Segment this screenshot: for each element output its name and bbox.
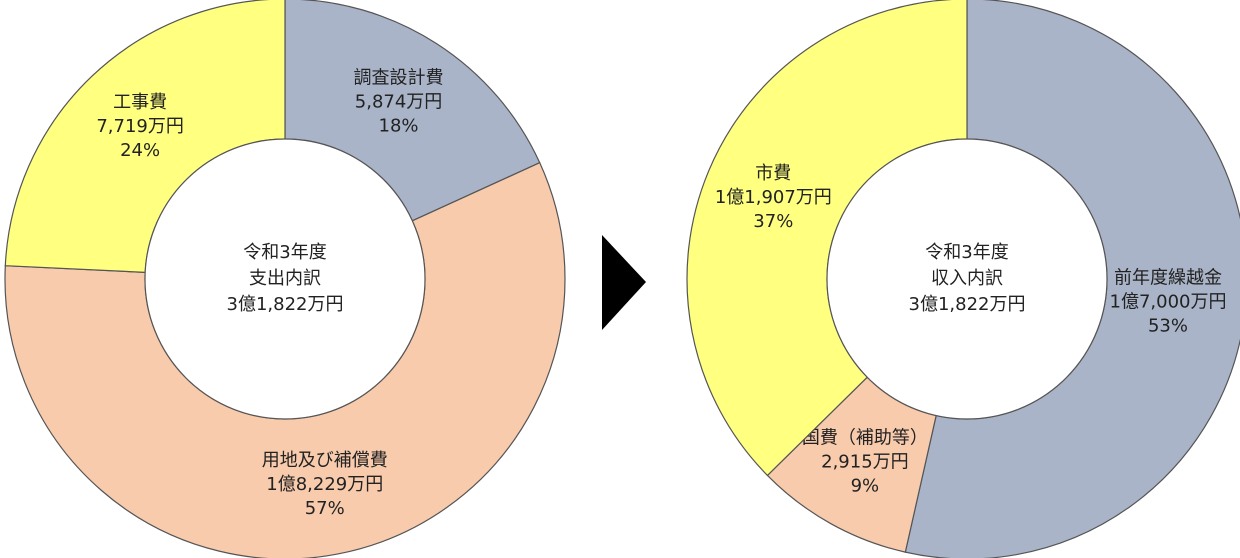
slice-name: 国費（補助等） xyxy=(802,428,928,449)
slice-percent: 57% xyxy=(305,498,345,519)
slice-name: 用地及び補償費 xyxy=(262,450,388,471)
center-label: 令和3年度 xyxy=(243,242,326,263)
slice-percent: 24% xyxy=(120,140,160,161)
slice-amount: 1億8,229万円 xyxy=(266,474,383,495)
slice-name: 工事費 xyxy=(113,92,167,113)
center-hole xyxy=(826,138,1108,420)
arrow xyxy=(602,235,646,330)
slice-percent: 37% xyxy=(753,211,793,232)
slice-name: 前年度繰越金 xyxy=(1114,267,1222,288)
slice-name: 調査設計費 xyxy=(354,67,444,88)
slice-amount: 1億1,907万円 xyxy=(715,187,832,208)
slice-percent: 9% xyxy=(851,476,880,497)
center-label: 収入内訳 xyxy=(931,268,1003,289)
slice-amount: 1億7,000万円 xyxy=(1110,291,1227,312)
slice-percent: 18% xyxy=(379,115,419,136)
center-label: 3億1,822万円 xyxy=(227,294,344,315)
slice-amount: 2,915万円 xyxy=(821,452,909,473)
center-hole xyxy=(144,138,426,420)
slice-percent: 53% xyxy=(1148,315,1188,336)
slice-amount: 7,719万円 xyxy=(96,116,184,137)
center-label: 令和3年度 xyxy=(925,242,1008,263)
center-label: 支出内訳 xyxy=(249,268,321,289)
slice-amount: 5,874万円 xyxy=(355,91,443,112)
slice-name: 市費 xyxy=(755,163,791,184)
center-label: 3億1,822万円 xyxy=(909,294,1026,315)
